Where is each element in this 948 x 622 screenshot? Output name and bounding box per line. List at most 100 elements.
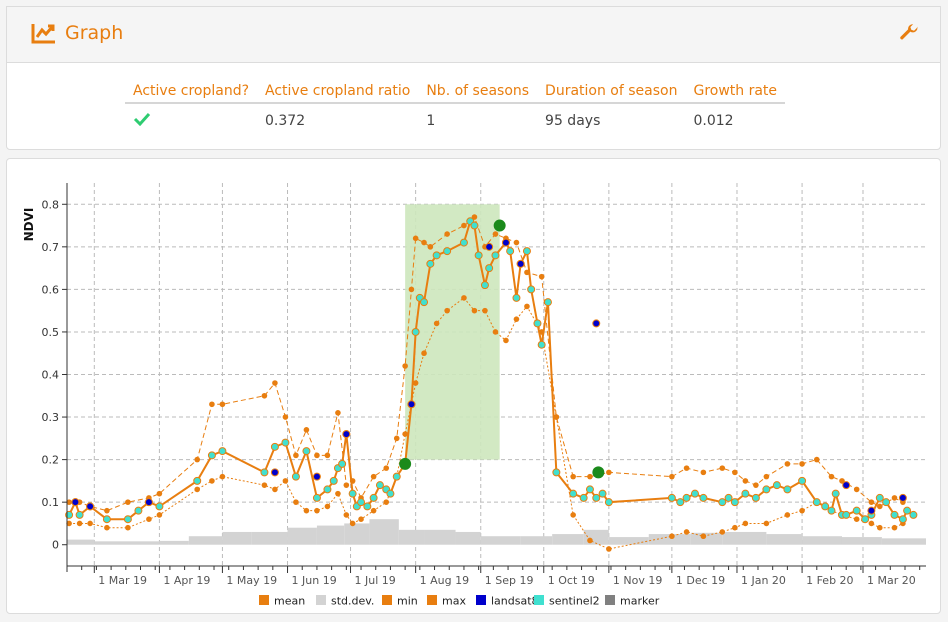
max-point: [853, 486, 860, 493]
landsat8-point: [592, 319, 601, 328]
min-point: [683, 529, 690, 535]
max-point: [261, 392, 268, 399]
sentinel2-point: [291, 472, 300, 481]
column-active-cropland: Active cropland?: [125, 79, 258, 104]
sentinel2-point: [411, 327, 420, 336]
sentinel2-point: [512, 293, 521, 302]
min-point: [784, 512, 791, 518]
min-point: [524, 303, 530, 310]
min-point: [876, 524, 883, 531]
summary-value-row: 0.372 1 95 days 0.012: [125, 103, 785, 132]
sentinel2-point: [470, 221, 479, 230]
stddev-bar: [881, 538, 926, 545]
max-point: [393, 435, 400, 442]
sentinel2-point: [363, 502, 372, 511]
column-seasons: Nb. of seasons: [418, 79, 538, 104]
sentinel2-point: [485, 264, 494, 273]
sentinel2-point: [123, 515, 132, 524]
check-icon: [133, 112, 151, 127]
min-point: [282, 478, 289, 484]
stddev-bar: [648, 534, 691, 545]
legend-swatch: [382, 595, 392, 605]
min-point: [700, 533, 707, 540]
max-point: [492, 231, 499, 237]
max-point: [156, 490, 163, 497]
min-point: [587, 537, 593, 544]
max-point: [66, 499, 72, 505]
max-point: [763, 473, 770, 480]
landsat8-point: [312, 472, 321, 481]
max-point: [303, 427, 310, 433]
sentinel2-point: [667, 493, 676, 502]
season-marker: [592, 466, 605, 479]
sentinel2-point: [426, 259, 435, 268]
sentinel2-point: [598, 489, 607, 498]
sentinel2-point: [281, 438, 290, 447]
max-point: [314, 452, 320, 459]
landsat8-point: [485, 242, 494, 251]
column-growth-rate: Growth rate: [685, 79, 786, 104]
sentinel2-point: [432, 251, 441, 260]
stddev-bar: [344, 523, 370, 545]
sentinel2-point: [827, 506, 836, 515]
stddev-bar: [520, 536, 553, 545]
max-point: [876, 503, 883, 510]
summary-header-row: Active cropland? Active cropland ratio N…: [125, 79, 786, 104]
legend-swatch: [316, 595, 326, 605]
sentinel2-point: [875, 493, 884, 502]
min-point: [303, 507, 310, 514]
max-point: [282, 414, 289, 420]
max-point: [324, 452, 331, 459]
sentinel2-point: [134, 506, 143, 515]
min-point: [76, 520, 83, 527]
wrench-icon[interactable]: [898, 22, 920, 44]
sentinel2-point: [155, 502, 164, 511]
stddev-bar: [690, 532, 723, 545]
seasons-value: 1: [426, 113, 436, 129]
landsat8-point: [501, 238, 510, 247]
min-point: [421, 350, 427, 357]
max-point: [719, 465, 726, 471]
y-tick-label: 0.7: [42, 241, 60, 254]
min-point: [891, 524, 898, 531]
min-point: [732, 524, 738, 531]
min-point: [606, 546, 612, 552]
legend-label: marker: [620, 595, 660, 608]
y-tick-label: 0.6: [42, 283, 60, 296]
sentinel2-point: [420, 298, 429, 307]
y-tick-label: 0.8: [42, 198, 60, 211]
stddev-bar: [841, 537, 882, 545]
min-point: [763, 520, 770, 527]
sentinel2-point: [480, 281, 489, 290]
min-point: [209, 478, 215, 484]
sentinel2-point: [909, 510, 918, 519]
sentinel2-point: [903, 506, 912, 515]
legend-label: landsat8: [491, 595, 539, 608]
max-point: [370, 473, 377, 480]
max-point: [383, 465, 390, 471]
sentinel2-point: [527, 285, 536, 294]
min-point: [853, 516, 860, 522]
landsat8-point: [270, 468, 279, 477]
legend-label: mean: [274, 595, 305, 608]
x-tick-label: 1 Mar 20: [867, 574, 916, 587]
sentinel2-point: [522, 247, 531, 256]
y-tick-label: 0.4: [42, 369, 60, 382]
y-tick-label: 0: [52, 539, 59, 552]
min-point: [349, 520, 356, 527]
sentinel2-point: [375, 481, 384, 490]
graph-header: Graph: [6, 6, 941, 62]
legend-label: sentinel2: [549, 595, 600, 608]
max-point: [784, 461, 791, 467]
stddev-bar: [583, 529, 609, 545]
sentinel2-point: [882, 498, 891, 507]
min-point: [146, 516, 152, 522]
sentinel2-point: [506, 247, 515, 256]
min-point: [343, 512, 350, 518]
max-point: [669, 473, 675, 480]
sentinel2-point: [348, 489, 357, 498]
max-point: [427, 244, 434, 250]
stddev-bar: [424, 529, 456, 545]
y-axis-label: NDVI: [22, 208, 36, 242]
max-point: [461, 222, 467, 229]
